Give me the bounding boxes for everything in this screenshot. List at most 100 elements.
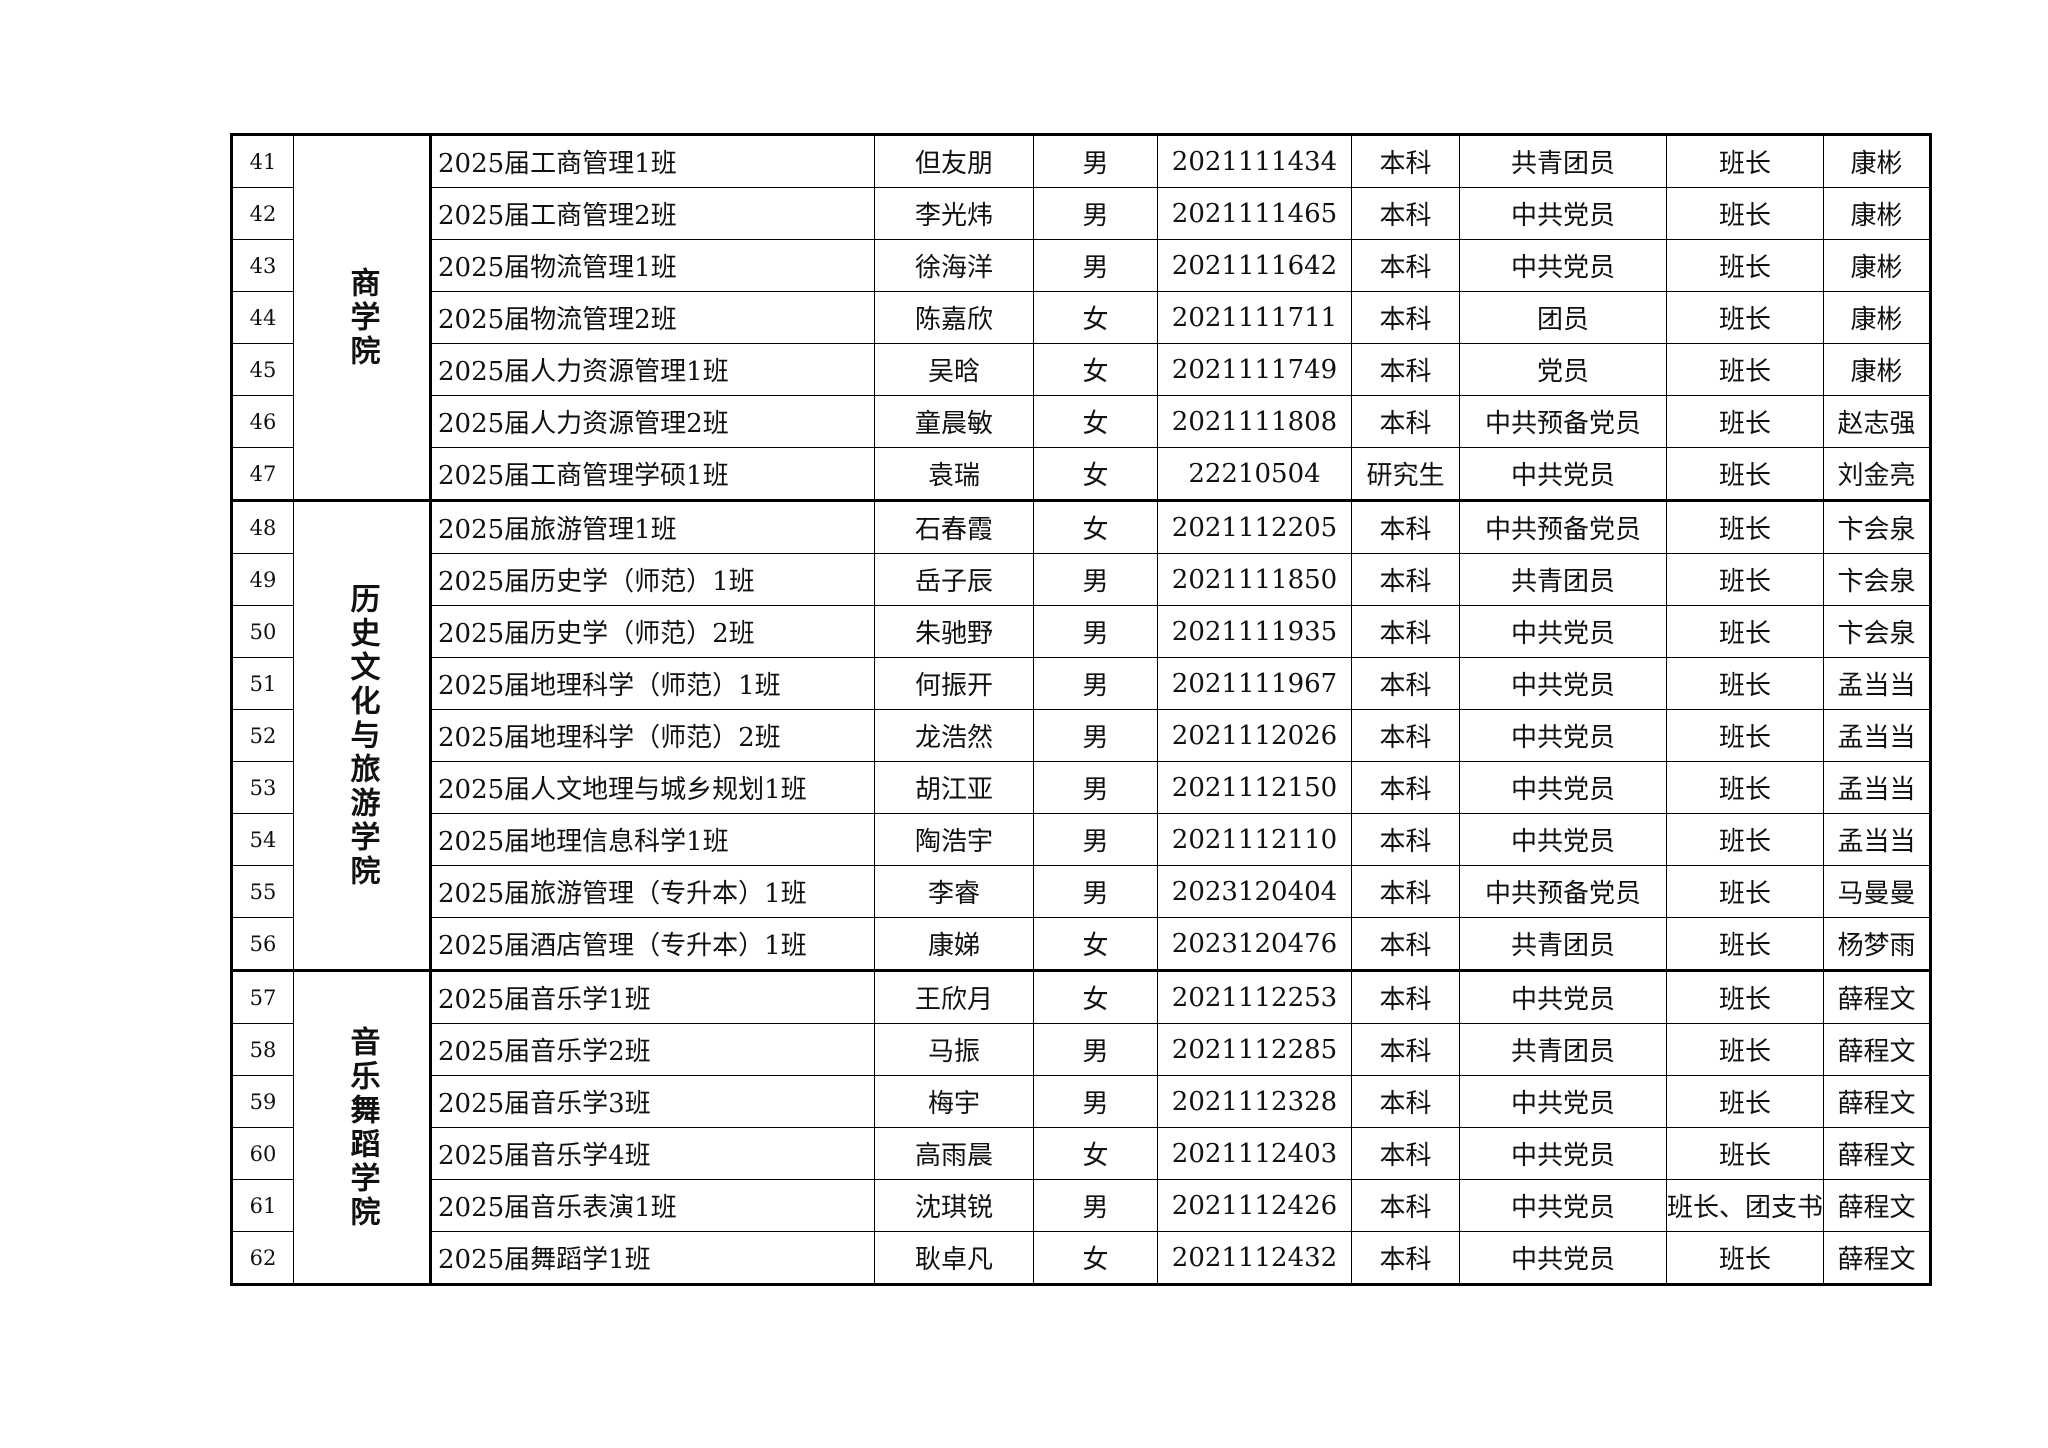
student-id: 2021112328 bbox=[1157, 1075, 1352, 1128]
degree-level: 本科 bbox=[1351, 969, 1460, 1024]
gender: 女 bbox=[1033, 343, 1158, 396]
position: 班长 bbox=[1665, 239, 1825, 292]
student-id: 2021111808 bbox=[1157, 395, 1352, 448]
position: 班长 bbox=[1665, 865, 1825, 918]
student-name: 徐海洋 bbox=[874, 239, 1034, 292]
student-id: 2023120476 bbox=[1157, 917, 1352, 971]
political-status: 中共党员 bbox=[1459, 447, 1667, 501]
position: 班长 bbox=[1665, 133, 1825, 188]
class-name: 2025届地理信息科学1班 bbox=[429, 813, 875, 866]
gender: 男 bbox=[1033, 1023, 1158, 1076]
position: 班长 bbox=[1665, 1127, 1825, 1180]
table-row: 49 2025届历史学（师范）1班 岳子辰男 2021111850 本科 共青团员 班长 卞会… bbox=[231, 553, 1932, 606]
advisor: 薛程文 bbox=[1823, 1023, 1932, 1076]
advisor: 刘金亮 bbox=[1823, 447, 1932, 501]
position: 班长 bbox=[1665, 1075, 1825, 1128]
gender: 男 bbox=[1033, 239, 1158, 292]
row-number: 45 bbox=[231, 343, 294, 396]
row-number: 56 bbox=[231, 917, 294, 971]
advisor: 孟当当 bbox=[1823, 761, 1932, 814]
degree-level: 本科 bbox=[1351, 1075, 1460, 1128]
student-name: 何振开 bbox=[874, 657, 1034, 710]
gender: 女 bbox=[1033, 1231, 1158, 1285]
table-row: 52 2025届地理科学（师范）2班 龙浩然男 2021112026 本科 中共党员 班长孟… bbox=[231, 709, 1932, 762]
student-name: 李光炜 bbox=[874, 187, 1034, 240]
table-row: 58 2025届音乐学2班 马振男 2021112285 本科 共青团员 班长 薛程文 bbox=[231, 1023, 1932, 1076]
position: 班长、团支书 bbox=[1665, 1179, 1825, 1232]
student-id: 2021111850 bbox=[1157, 553, 1352, 606]
class-name: 2025届历史学（师范）1班 bbox=[429, 553, 875, 606]
political-status: 中共预备党员 bbox=[1459, 395, 1667, 448]
advisor: 康彬 bbox=[1823, 239, 1932, 292]
table-row: 60 2025届音乐学4班 高雨晨女 2021112403 本科 中共党员 班长 薛程文 bbox=[231, 1127, 1932, 1180]
row-number: 62 bbox=[231, 1231, 294, 1285]
student-id: 2021111465 bbox=[1157, 187, 1352, 240]
position: 班长 bbox=[1665, 499, 1825, 554]
position: 班长 bbox=[1665, 447, 1825, 501]
class-name: 2025届音乐学3班 bbox=[429, 1075, 875, 1128]
class-name: 2025届音乐学4班 bbox=[429, 1127, 875, 1180]
table-body: 41 商学院 2025届工商管理1班 但友朋男 2021111434 本科 共青团员 班长 康彬… bbox=[231, 133, 1932, 1285]
advisor: 赵志强 bbox=[1823, 395, 1932, 448]
class-name: 2025届酒店管理（专升本）1班 bbox=[429, 917, 875, 971]
student-id: 2021111749 bbox=[1157, 343, 1352, 396]
student-name: 王欣月 bbox=[874, 969, 1034, 1024]
advisor: 康彬 bbox=[1823, 187, 1932, 240]
gender: 男 bbox=[1033, 133, 1158, 188]
political-status: 共青团员 bbox=[1459, 917, 1667, 971]
college: 商学院 bbox=[293, 133, 432, 501]
row-number: 57 bbox=[231, 969, 294, 1024]
advisor: 薛程文 bbox=[1823, 969, 1932, 1024]
gender: 女 bbox=[1033, 447, 1158, 501]
row-number: 43 bbox=[231, 239, 294, 292]
student-name: 沈琪锐 bbox=[874, 1179, 1034, 1232]
degree-level: 本科 bbox=[1351, 343, 1460, 396]
gender: 男 bbox=[1033, 657, 1158, 710]
student-id: 2021111642 bbox=[1157, 239, 1352, 292]
table-row: 61 2025届音乐表演1班 沈琪锐男 2021112426 本科 中共党员 班长、团支书薛… bbox=[231, 1179, 1932, 1232]
gender: 男 bbox=[1033, 865, 1158, 918]
gender: 女 bbox=[1033, 969, 1158, 1024]
table-row: 48 历史文化与旅游学院 2025届旅游管理1班 石春霞女 2021112205 本科 中共… bbox=[231, 499, 1932, 971]
table-row: 53 2025届人文地理与城乡规划1班 胡江亚男 2021112150 本科 中共党员 班长… bbox=[231, 761, 1932, 814]
advisor: 卞会泉 bbox=[1823, 605, 1932, 658]
degree-level: 本科 bbox=[1351, 1127, 1460, 1180]
student-id: 2023120404 bbox=[1157, 865, 1352, 918]
row-number: 42 bbox=[231, 187, 294, 240]
row-number: 59 bbox=[231, 1075, 294, 1128]
gender: 女 bbox=[1033, 1127, 1158, 1180]
position: 班长 bbox=[1665, 395, 1825, 448]
political-status: 中共党员 bbox=[1459, 187, 1667, 240]
row-number: 58 bbox=[231, 1023, 294, 1076]
student-id: 2021112026 bbox=[1157, 709, 1352, 762]
gender: 男 bbox=[1033, 709, 1158, 762]
student-id: 2021111935 bbox=[1157, 605, 1352, 658]
class-name: 2025届音乐学1班 bbox=[429, 969, 875, 1024]
gender: 女 bbox=[1033, 291, 1158, 344]
gender: 男 bbox=[1033, 1179, 1158, 1232]
row-number: 48 bbox=[231, 499, 294, 554]
class-name: 2025届音乐表演1班 bbox=[429, 1179, 875, 1232]
political-status: 中共预备党员 bbox=[1459, 499, 1667, 554]
position: 班长 bbox=[1665, 969, 1825, 1024]
student-name: 朱驰野 bbox=[874, 605, 1034, 658]
gender: 男 bbox=[1033, 1075, 1158, 1128]
row-number: 53 bbox=[231, 761, 294, 814]
student-name: 耿卓凡 bbox=[874, 1231, 1034, 1285]
roster-table: 41 商学院 2025届工商管理1班 但友朋男 2021111434 本科 共青团员 班长 康彬… bbox=[230, 133, 1933, 1286]
degree-level: 本科 bbox=[1351, 657, 1460, 710]
advisor: 康彬 bbox=[1823, 343, 1932, 396]
gender: 女 bbox=[1033, 499, 1158, 554]
class-name: 2025届舞蹈学1班 bbox=[429, 1231, 875, 1285]
degree-level: 本科 bbox=[1351, 813, 1460, 866]
table-row: 59 2025届音乐学3班 梅宇男 2021112328 本科 中共党员 班长 薛程文 bbox=[231, 1075, 1932, 1128]
class-name: 2025届工商管理学硕1班 bbox=[429, 447, 875, 501]
class-name: 2025届旅游管理1班 bbox=[429, 499, 875, 554]
advisor: 薛程文 bbox=[1823, 1127, 1932, 1180]
student-name: 胡江亚 bbox=[874, 761, 1034, 814]
student-name: 梅宇 bbox=[874, 1075, 1034, 1128]
advisor: 孟当当 bbox=[1823, 657, 1932, 710]
political-status: 中共党员 bbox=[1459, 657, 1667, 710]
advisor: 杨梦雨 bbox=[1823, 917, 1932, 971]
